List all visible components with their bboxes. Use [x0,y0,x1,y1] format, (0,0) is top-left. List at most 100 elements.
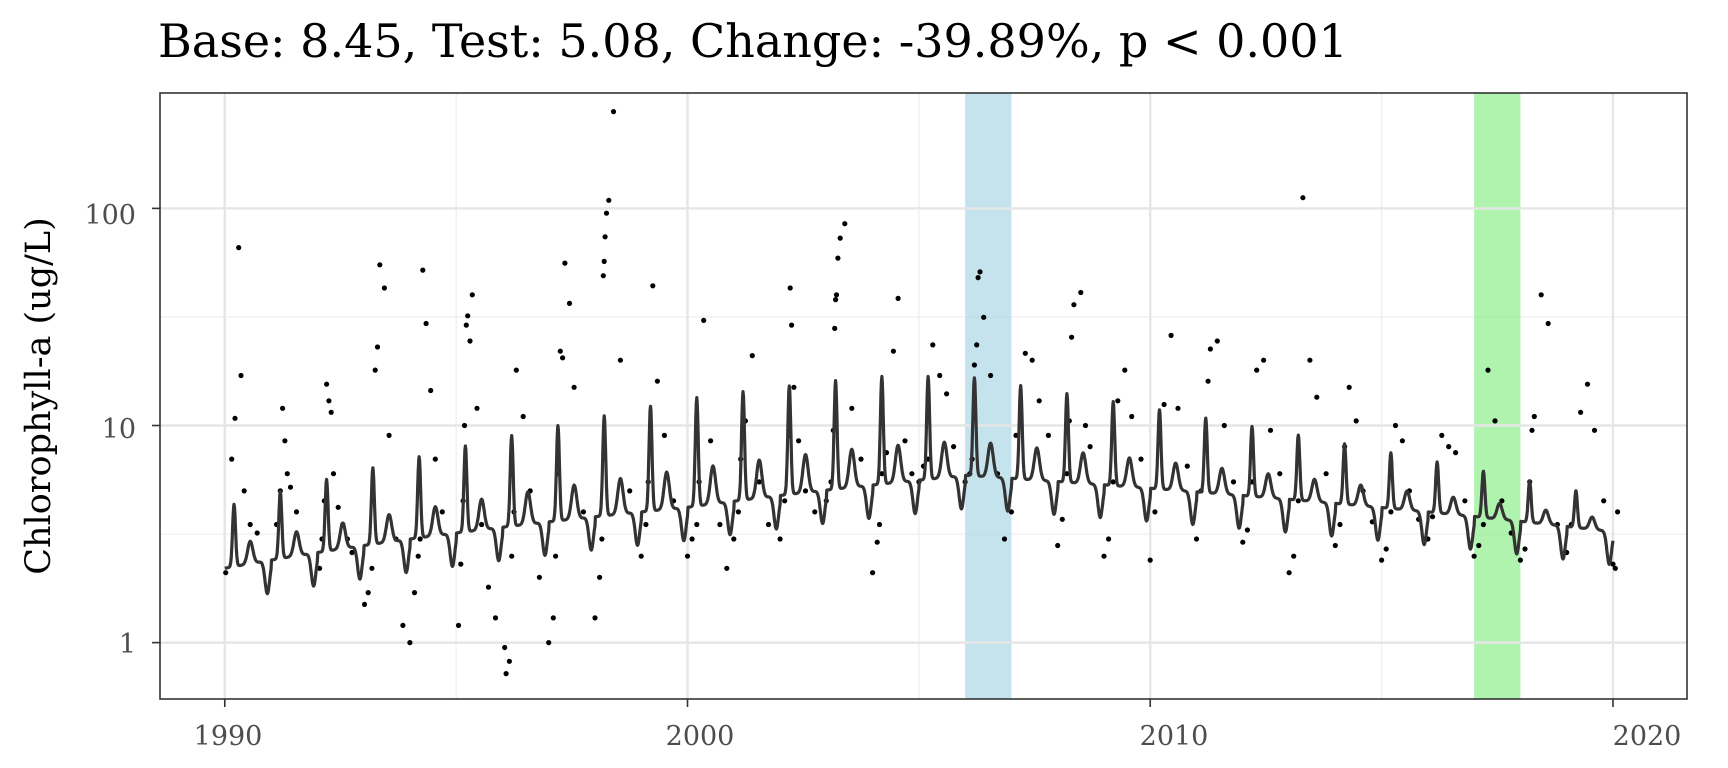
data-point [328,409,334,415]
data-point [765,521,772,528]
data-point [1064,471,1070,477]
data-point [566,300,573,306]
data-point [1538,292,1544,298]
data-point [223,570,229,576]
data-point [557,348,563,354]
data-point [1101,553,1107,559]
data-point [842,221,848,227]
data-point [1175,405,1181,411]
data-point [553,553,559,559]
data-point [520,413,526,420]
data-point [1036,398,1042,404]
data-point [411,590,418,596]
data-point [1388,509,1394,515]
data-point [1071,302,1077,308]
data-point [654,378,661,384]
data-point [684,553,691,559]
data-point [971,362,978,368]
data-point [602,234,608,240]
data-point [1277,471,1283,477]
data-point [782,498,788,504]
data-point [1522,546,1528,552]
data-point [1193,536,1200,542]
data-point [638,553,644,559]
data-point [247,521,253,528]
data-point [1517,557,1523,563]
data-point [560,355,566,361]
data-point [536,574,543,580]
data-point [1261,357,1267,363]
data-point [1045,432,1051,438]
data-point [606,197,612,203]
data-point [1205,378,1211,384]
data-point [479,521,485,528]
data-point [802,488,809,494]
data-point [432,456,438,462]
data-point [879,471,885,477]
data-point [503,671,509,677]
data-point [944,391,950,397]
data-point [1129,413,1135,420]
data-point [1138,456,1144,462]
data-point [455,622,462,629]
data-point [1439,432,1445,438]
data-point [284,471,290,477]
data-point [597,574,603,580]
data-point [369,565,375,571]
data-point [627,488,633,494]
panel-background [160,93,1687,699]
data-point [787,285,793,291]
data-point [870,570,876,576]
data-point [1610,561,1616,567]
x-axis: 1990 2000 2010 2020 [194,699,1681,752]
data-point [238,372,244,379]
data-point [599,536,605,542]
data-point [1337,521,1343,528]
data-point [592,615,598,621]
data-point [326,398,332,404]
data-point [330,471,337,477]
data-point [335,504,341,510]
data-point [1244,527,1250,533]
data-point [423,320,429,327]
x-axis-tick-label-1990: 1990 [194,721,263,752]
data-point [1392,422,1399,429]
data-point [876,521,883,528]
data-point [833,297,839,303]
data-point [562,260,568,266]
data-point [1480,521,1486,528]
data-point [975,275,981,281]
data-point [832,325,838,331]
data-point [902,438,908,444]
data-point [717,521,723,528]
data-point [400,622,406,629]
data-point [502,644,508,651]
data-point [282,438,288,444]
data-point [1307,357,1313,363]
data-point [365,590,371,596]
data-point [1529,427,1535,433]
chart-title: Base: 8.45, Test: 5.08, Change: -39.89%,… [158,14,1348,68]
data-point [1612,565,1618,571]
data-point [374,344,381,350]
data-point [1332,542,1338,549]
data-point [1300,195,1306,201]
panel-border [159,92,1688,700]
data-point [1584,381,1591,387]
data-point [849,405,855,411]
data-point [603,210,610,216]
data-point [1601,498,1607,504]
data-point [1059,516,1065,522]
data-point [546,640,552,646]
data-point [407,640,413,646]
data-point [777,536,783,542]
data-point [694,521,700,528]
data-point [229,456,235,462]
data-point [650,283,656,289]
data-point [513,367,519,373]
data-point [812,509,818,515]
data-point [1492,418,1498,424]
data-point [474,405,480,411]
data-point [463,322,469,328]
y-axis-tick-label-1: 1 [119,629,136,660]
